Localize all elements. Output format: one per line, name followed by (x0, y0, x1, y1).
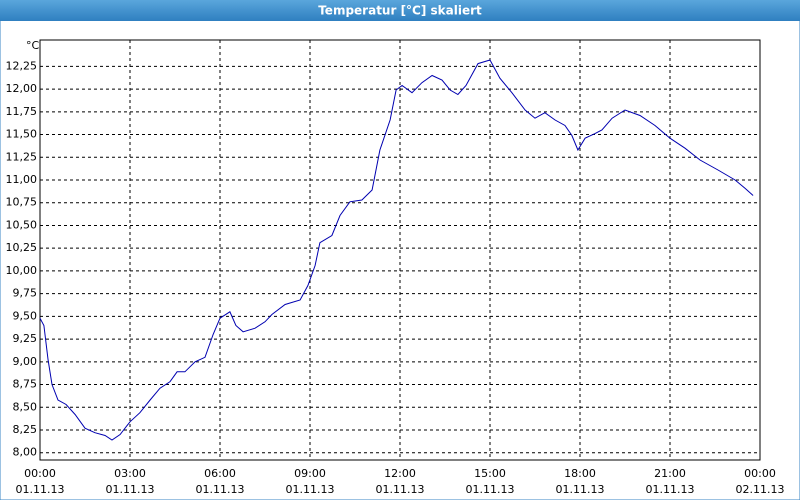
x-tick-label: 06:00 (204, 467, 236, 480)
x-tick-label: 02.11.13 (736, 483, 785, 496)
title-bar (0, 0, 800, 21)
x-tick-label: 01.11.13 (106, 483, 155, 496)
y-tick-label: 8,50 (13, 400, 38, 413)
x-tick-label: 09:00 (294, 467, 326, 480)
plot-frame (39, 39, 761, 461)
y-tick-label: 10,50 (6, 218, 38, 231)
y-tick-label: 12,25 (6, 59, 38, 72)
y-tick-label: 8,25 (13, 423, 38, 436)
y-tick-label: 8,75 (13, 378, 38, 391)
y-axis-label: °C (26, 39, 40, 52)
x-tick-label: 03:00 (114, 467, 146, 480)
x-tick-label: 21:00 (654, 467, 686, 480)
x-tick-label: 01.11.13 (556, 483, 605, 496)
y-tick-label: 11,50 (6, 128, 38, 141)
x-tick-label: 00:00 (744, 467, 776, 480)
x-tick-label: 01.11.13 (376, 483, 425, 496)
y-tick-label: 10,00 (6, 264, 38, 277)
x-tick-label: 18:00 (564, 467, 596, 480)
x-tick-label: 01.11.13 (466, 483, 515, 496)
x-tick-label: 00:00 (24, 467, 56, 480)
y-tick-label: 9,00 (13, 355, 38, 368)
y-tick-label: 11,00 (6, 173, 38, 186)
x-tick-label: 01.11.13 (16, 483, 65, 496)
x-tick-label: 15:00 (474, 467, 506, 480)
x-tick-label: 01.11.13 (286, 483, 335, 496)
y-tick-label: 9,75 (13, 287, 38, 300)
y-tick-label: 10,25 (6, 241, 38, 254)
y-tick-label: 9,25 (13, 332, 38, 345)
y-tick-label: 11,25 (6, 150, 38, 163)
y-tick-label: 10,75 (6, 196, 38, 209)
x-tick-label: 01.11.13 (646, 483, 695, 496)
y-tick-label: 8,00 (13, 446, 38, 459)
y-tick-label: 9,50 (13, 309, 38, 322)
y-tick-label: 12,00 (6, 82, 38, 95)
y-tick-label: 11,75 (6, 105, 38, 118)
x-tick-label: 12:00 (384, 467, 416, 480)
chart-title: Temperatur [°C] skaliert (318, 4, 482, 18)
x-tick-label: 01.11.13 (196, 483, 245, 496)
data-line (39, 59, 754, 441)
